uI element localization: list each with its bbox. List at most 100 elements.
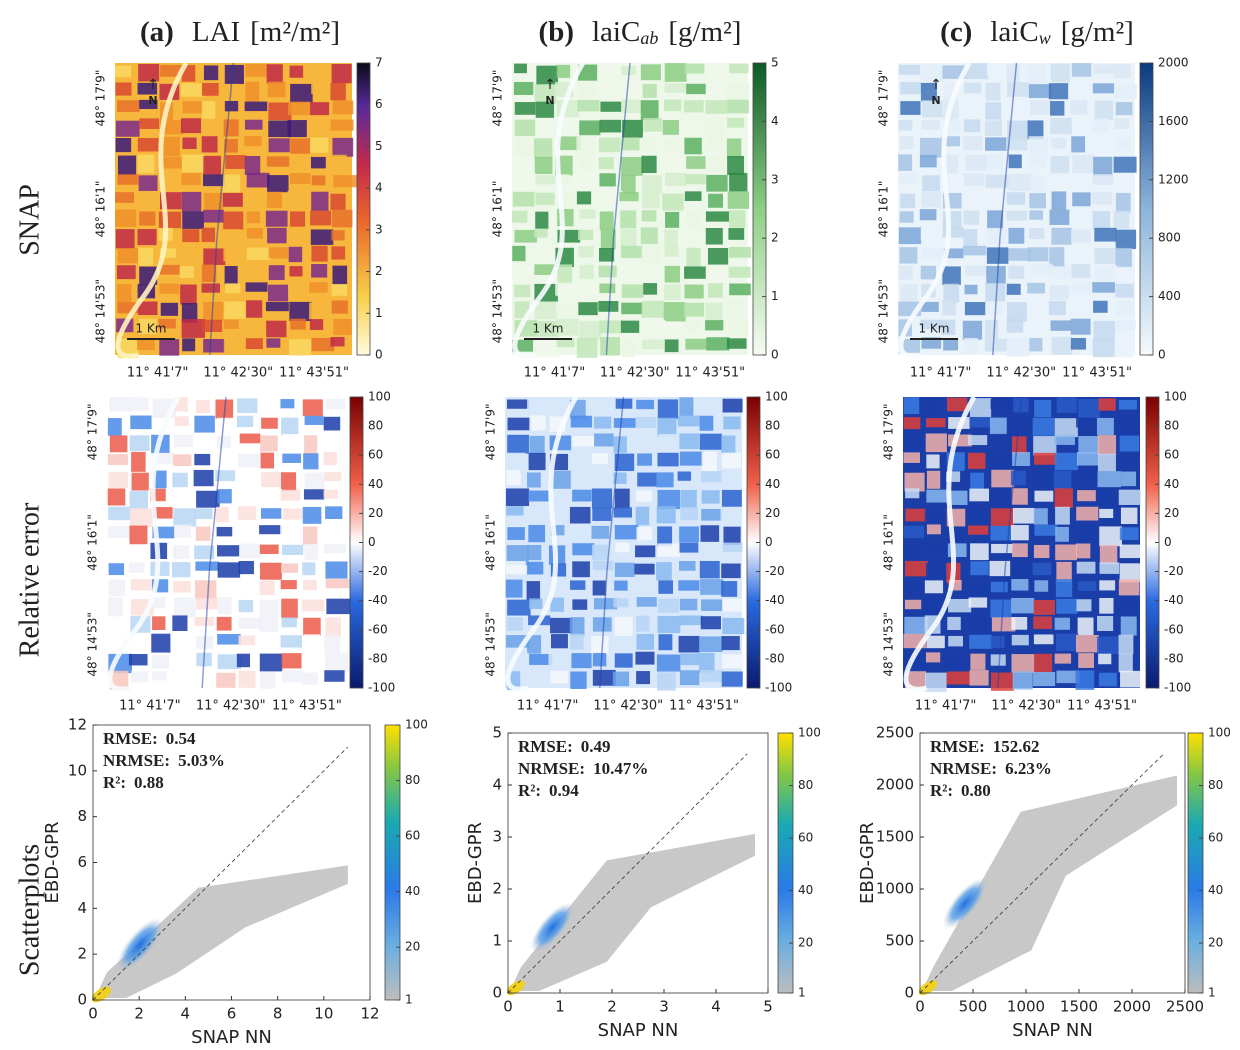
map-field xyxy=(686,83,706,95)
map-field xyxy=(107,418,122,436)
map-field xyxy=(115,138,132,153)
map-field xyxy=(898,227,922,245)
map-field xyxy=(1056,670,1080,684)
map-field xyxy=(727,117,745,128)
map-field xyxy=(330,193,346,210)
x-tick-label: 0 xyxy=(88,1005,98,1023)
map-field xyxy=(964,284,978,295)
map-field xyxy=(555,282,579,296)
map-field xyxy=(223,211,244,230)
map-field xyxy=(289,339,312,356)
map-field xyxy=(181,173,201,186)
map-field xyxy=(634,563,655,575)
y-tick-label: 6 xyxy=(77,853,87,871)
map-field xyxy=(108,579,126,597)
map-field xyxy=(1070,318,1091,335)
map-field xyxy=(507,617,523,631)
map-field xyxy=(260,672,276,689)
map-field xyxy=(215,470,236,482)
map-field xyxy=(599,119,622,133)
map-field xyxy=(1094,247,1118,264)
map-field xyxy=(108,616,125,637)
map-field xyxy=(309,319,324,330)
map-field xyxy=(577,282,599,295)
map-field xyxy=(1008,265,1025,279)
map-field xyxy=(679,670,700,686)
latitude-label: 48° 17'9" xyxy=(94,70,108,127)
map-field xyxy=(726,138,742,158)
map-field xyxy=(635,651,655,665)
latitude-label: 48° 17'9" xyxy=(877,70,891,127)
colorbar-tick-label: 20 xyxy=(765,506,780,520)
map-field xyxy=(1008,173,1033,192)
map-field xyxy=(592,580,606,596)
map-field xyxy=(900,136,914,150)
density-peak xyxy=(506,980,525,996)
river-channel xyxy=(997,396,1023,689)
map-field xyxy=(513,155,532,172)
map-field xyxy=(707,248,729,265)
map-field xyxy=(332,137,354,157)
map-field xyxy=(325,578,350,589)
map-field xyxy=(942,266,961,285)
map-field xyxy=(331,209,353,228)
map-field xyxy=(614,562,635,577)
map-field xyxy=(990,525,1013,541)
map-field xyxy=(643,263,663,277)
map-field xyxy=(579,209,596,219)
colorbar-tick-label: 800 xyxy=(1158,231,1181,245)
map-field xyxy=(246,266,261,278)
map-field xyxy=(637,472,657,487)
map-field xyxy=(201,136,218,153)
map-field xyxy=(1056,598,1078,614)
map-field xyxy=(1078,435,1100,455)
map-field xyxy=(1113,63,1131,79)
map-field xyxy=(1076,599,1092,612)
map-field xyxy=(224,64,244,85)
map-field xyxy=(268,138,290,153)
north-arrow: ↑ xyxy=(544,77,556,93)
x-tick-label: 0 xyxy=(503,998,513,1016)
map-field xyxy=(613,418,636,428)
statistic-name: R²: xyxy=(930,781,953,800)
y-tick-label: 12 xyxy=(68,716,87,734)
map-field xyxy=(1055,579,1073,598)
x-tick-label: 5 xyxy=(763,998,773,1016)
map-field xyxy=(280,563,299,573)
longitude-label: 11° 42'30" xyxy=(986,366,1056,381)
colorbar-tick-label: 5 xyxy=(375,139,383,153)
map-field xyxy=(578,302,598,316)
colorbar-tick-label: 0 xyxy=(1158,348,1166,362)
map-field xyxy=(921,191,942,208)
map-field xyxy=(1007,120,1028,140)
map-field xyxy=(137,154,155,174)
map-field xyxy=(137,82,158,95)
map-field xyxy=(925,433,947,453)
latitude-label: 48° 17'9" xyxy=(484,404,498,461)
map-field xyxy=(130,579,155,591)
map-field xyxy=(203,248,226,266)
map-field xyxy=(259,489,283,503)
map-field xyxy=(665,211,680,228)
map-field xyxy=(1075,634,1099,653)
map-field xyxy=(594,433,614,447)
map-field xyxy=(904,543,921,562)
map-field xyxy=(1050,155,1070,175)
river xyxy=(505,395,579,692)
map-field xyxy=(1029,193,1046,209)
map-field xyxy=(195,399,210,414)
map-field xyxy=(139,99,158,110)
map-field xyxy=(621,137,640,151)
map-field xyxy=(527,398,546,412)
map-field xyxy=(1049,266,1071,280)
map-field xyxy=(922,247,943,259)
map-field xyxy=(128,545,151,565)
colorbar-tick-label: 60 xyxy=(405,829,420,843)
river xyxy=(115,61,189,359)
map-field xyxy=(259,599,279,618)
map-field xyxy=(899,173,917,184)
map-field xyxy=(173,508,197,527)
y-tick-label: 1000 xyxy=(876,880,914,898)
map-field xyxy=(635,434,650,451)
map-field xyxy=(962,320,983,340)
